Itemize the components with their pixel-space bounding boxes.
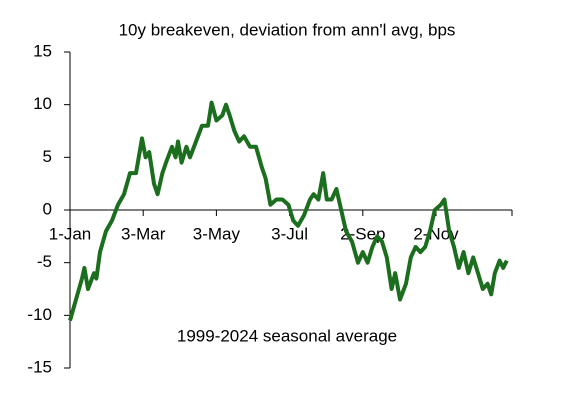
y-tick-label: -5 <box>37 252 52 271</box>
y-tick-label: 10 <box>33 94 52 113</box>
y-tick-label: 15 <box>33 41 52 60</box>
x-tick-label: 3-Jul <box>271 224 308 243</box>
chart-title: 10y breakeven, deviation from ann'l avg,… <box>119 20 456 39</box>
annotation: 1999-2024 seasonal average <box>177 326 397 345</box>
y-tick-label: -10 <box>27 305 52 324</box>
x-tick-label: 3-May <box>193 224 241 243</box>
y-tick-label: 5 <box>43 147 52 166</box>
y-tick-label: -15 <box>27 357 52 376</box>
data-line <box>68 100 509 322</box>
x-tick-label: 3-Mar <box>121 224 166 243</box>
x-tick-label: 1-Jan <box>49 224 92 243</box>
y-tick-label: 0 <box>43 199 52 218</box>
